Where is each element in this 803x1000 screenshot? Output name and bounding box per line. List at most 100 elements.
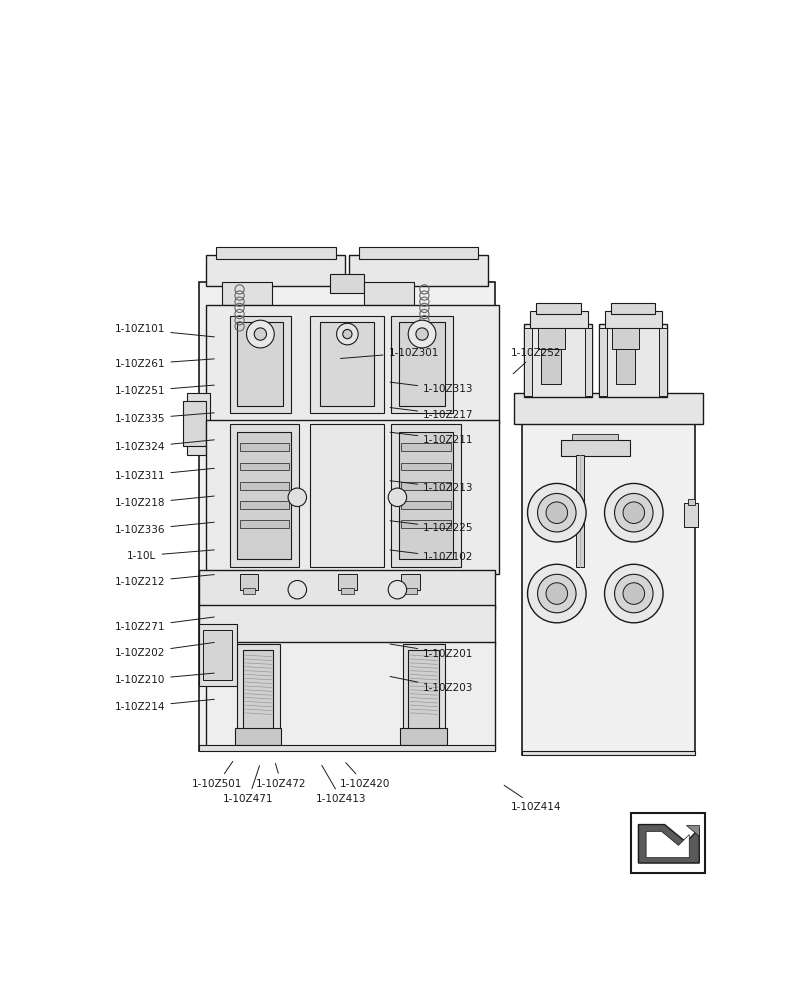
Bar [604,311,662,328]
Bar [198,570,495,609]
Bar [514,393,703,424]
Circle shape [622,502,644,523]
Bar [529,311,587,328]
Text: 1-10Z251: 1-10Z251 [115,385,214,396]
Bar [234,728,281,745]
Text: 1-10Z335: 1-10Z335 [115,413,214,424]
Bar [187,393,210,455]
Bar [329,274,364,293]
Bar [198,282,495,751]
Bar [572,434,618,440]
Text: 1-10Z201: 1-10Z201 [389,644,473,659]
Bar [524,328,532,396]
Text: 1-10Z471: 1-10Z471 [223,766,273,804]
Bar [683,503,697,527]
Bar [615,349,634,384]
Circle shape [613,574,652,613]
Text: 1-10Z225: 1-10Z225 [389,521,473,533]
Bar [402,644,445,748]
Text: 1-10Z214: 1-10Z214 [115,699,214,712]
Bar [630,813,703,873]
Text: 1-10Z212: 1-10Z212 [115,575,214,587]
Circle shape [287,580,306,599]
Bar [183,401,206,446]
Bar [202,630,231,680]
Text: 1-10Z414: 1-10Z414 [503,785,561,812]
Circle shape [604,483,662,542]
Text: 1-10Z301: 1-10Z301 [340,348,438,358]
Bar [340,588,353,594]
Polygon shape [685,825,699,836]
Text: 1-10Z210: 1-10Z210 [115,673,214,685]
Text: 1-10Z261: 1-10Z261 [115,359,214,369]
Bar [239,463,288,470]
Circle shape [247,320,274,348]
Bar [206,642,495,750]
Bar [198,605,495,644]
Bar [521,751,695,755]
Bar [401,463,450,470]
Bar [237,644,279,748]
Text: 1-10Z202: 1-10Z202 [115,642,214,658]
Bar [310,424,383,567]
Circle shape [388,488,406,507]
Text: 1-10L: 1-10L [127,550,214,561]
Bar [239,574,258,590]
Circle shape [604,564,662,623]
Bar [401,501,450,509]
Bar [222,282,271,305]
Circle shape [336,323,357,345]
Bar [536,303,580,314]
Text: 1-10Z218: 1-10Z218 [115,496,214,508]
Bar [401,520,450,528]
Text: 1-10Z413: 1-10Z413 [316,765,366,804]
Bar [206,420,499,574]
Bar [338,574,357,590]
Circle shape [408,320,435,348]
Text: 1-10Z324: 1-10Z324 [115,440,214,452]
Bar [584,328,592,396]
Bar [239,482,288,490]
Bar [560,440,630,456]
Circle shape [287,488,306,507]
Bar [598,328,606,396]
Bar [401,482,450,490]
Bar [687,499,695,505]
Bar [537,328,564,349]
Bar [575,455,583,567]
Text: 1-10Z252: 1-10Z252 [511,348,561,374]
Text: 1-10Z213: 1-10Z213 [389,481,473,493]
Circle shape [537,574,575,613]
Bar [400,728,446,745]
Bar [243,588,255,594]
Bar [658,328,666,396]
Bar [358,247,478,259]
Bar [401,443,450,451]
Text: 1-10Z101: 1-10Z101 [115,324,214,337]
Bar [408,650,438,742]
Polygon shape [646,831,688,858]
Circle shape [545,583,567,604]
Bar [206,255,344,286]
Circle shape [254,328,266,340]
Bar [404,588,416,594]
Circle shape [342,329,352,339]
Text: 1-10Z203: 1-10Z203 [389,676,473,693]
Circle shape [622,583,644,604]
Bar [206,305,499,424]
Bar [239,520,288,528]
Text: 1-10Z336: 1-10Z336 [115,522,214,535]
Circle shape [415,328,428,340]
Bar [198,624,237,686]
Circle shape [527,564,585,623]
Bar [610,303,654,314]
Circle shape [527,483,585,542]
Text: 1-10Z501: 1-10Z501 [192,761,243,789]
Bar [230,424,299,567]
Bar [237,432,291,559]
Bar [239,443,288,451]
Text: 1-10Z472: 1-10Z472 [255,763,306,789]
Bar [320,322,374,406]
Text: 1-10Z313: 1-10Z313 [389,382,473,394]
Text: 1-10Z217: 1-10Z217 [389,408,473,420]
